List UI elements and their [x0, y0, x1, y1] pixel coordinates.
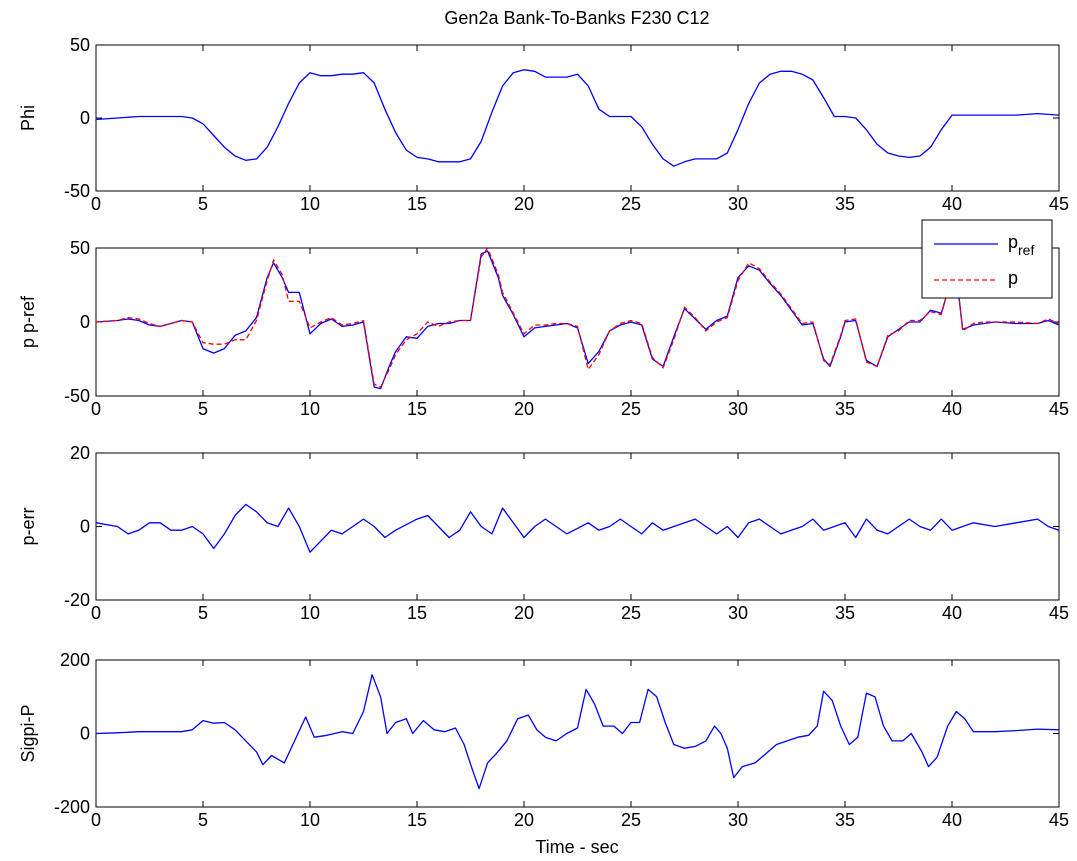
legend-label: pref — [1008, 232, 1034, 258]
x-tick-label: 0 — [91, 194, 101, 214]
figure-title: Gen2a Bank-To-Banks F230 C12 — [444, 8, 709, 28]
x-tick-label: 40 — [942, 603, 962, 623]
x-tick-label: 10 — [300, 399, 320, 419]
legend-label-subscript: ref — [1018, 242, 1034, 258]
x-tick-label: 15 — [407, 810, 427, 830]
x-tick-label: 20 — [514, 399, 534, 419]
x-tick-label: 0 — [91, 399, 101, 419]
axes-box — [95, 247, 1060, 397]
axes-box — [95, 659, 1060, 808]
x-tick-label: 20 — [514, 603, 534, 623]
y-axis-label: p p-ref — [18, 295, 38, 348]
x-tick-label: 30 — [728, 399, 748, 419]
y-tick-label: 200 — [60, 650, 90, 670]
x-tick-label: 25 — [621, 810, 641, 830]
y-tick-label: 0 — [80, 108, 90, 128]
legend-label-main: p — [1008, 268, 1018, 288]
x-tick-label: 40 — [942, 194, 962, 214]
x-tick-label: 0 — [91, 810, 101, 830]
y-tick-label: -50 — [64, 386, 90, 406]
x-tick-label: 15 — [407, 194, 427, 214]
x-tick-label: 5 — [198, 810, 208, 830]
x-tick-label: 15 — [407, 399, 427, 419]
series-line-series-0 — [96, 674, 1059, 790]
x-tick-label: 5 — [198, 399, 208, 419]
y-tick-label: 20 — [70, 443, 90, 463]
x-tick-label: 25 — [621, 603, 641, 623]
x-tick-label: 45 — [1049, 194, 1069, 214]
x-tick-label: 35 — [835, 194, 855, 214]
x-axis-label: Time - sec — [535, 837, 618, 857]
x-tick-label: 35 — [835, 810, 855, 830]
x-tick-label: 5 — [198, 603, 208, 623]
legend-label: p — [1008, 268, 1018, 288]
x-tick-label: 40 — [942, 399, 962, 419]
x-tick-label: 25 — [621, 399, 641, 419]
x-tick-label: 20 — [514, 810, 534, 830]
x-tick-label: 35 — [835, 399, 855, 419]
axes-box — [95, 44, 1060, 192]
x-tick-label: 30 — [728, 603, 748, 623]
axes-box — [95, 452, 1060, 601]
x-tick-label: 45 — [1049, 399, 1069, 419]
y-tick-label: 0 — [80, 724, 90, 744]
series-line-series-0 — [96, 69, 1059, 167]
y-axis-label: p-err — [18, 507, 38, 545]
x-tick-label: 45 — [1049, 810, 1069, 830]
y-tick-label: 0 — [80, 312, 90, 332]
y-tick-label: 0 — [80, 517, 90, 537]
x-tick-label: 10 — [300, 810, 320, 830]
y-tick-label: 50 — [70, 35, 90, 55]
y-tick-label: -200 — [54, 797, 90, 817]
series-line-p — [96, 248, 1059, 388]
legend-label-main: p — [1008, 232, 1018, 252]
x-tick-label: 35 — [835, 603, 855, 623]
x-tick-label: 10 — [300, 194, 320, 214]
x-tick-label: 5 — [198, 194, 208, 214]
legend-box — [921, 219, 1053, 299]
y-tick-label: 50 — [70, 238, 90, 258]
series-line-series-0 — [96, 503, 1059, 553]
y-tick-label: -50 — [64, 181, 90, 201]
y-axis-label: Sigpi-P — [18, 704, 38, 762]
x-tick-label: 10 — [300, 603, 320, 623]
x-tick-label: 25 — [621, 194, 641, 214]
x-tick-label: 0 — [91, 603, 101, 623]
y-tick-label: -20 — [64, 590, 90, 610]
x-tick-label: 20 — [514, 194, 534, 214]
x-tick-label: 30 — [728, 810, 748, 830]
x-tick-label: 45 — [1049, 603, 1069, 623]
x-tick-label: 30 — [728, 194, 748, 214]
x-tick-label: 40 — [942, 810, 962, 830]
y-axis-label: Phi — [18, 105, 38, 131]
x-tick-label: 15 — [407, 603, 427, 623]
